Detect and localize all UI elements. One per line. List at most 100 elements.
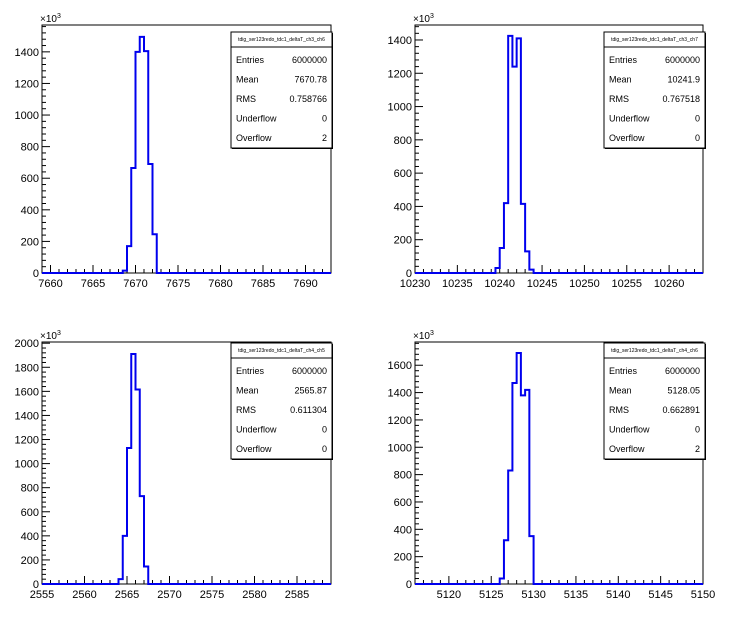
x-tick-label: 10255 <box>611 278 642 290</box>
histogram-bin <box>123 271 127 273</box>
histogram-bin <box>123 536 127 584</box>
stats-value: 0.767518 <box>662 94 700 104</box>
stats-box: tdig_ser123redo_tdc1_deltaT_ch3_ch7 Entri… <box>603 31 706 149</box>
y-tick-label: 1400 <box>15 410 39 422</box>
x-tick-label: 10235 <box>442 278 473 290</box>
histogram-bin <box>148 164 152 273</box>
histogram-bin <box>136 52 140 273</box>
y-exponent-label: ×103 <box>413 330 434 342</box>
x-tick-label: 2580 <box>242 589 266 601</box>
x-tick-label: 2585 <box>285 589 309 601</box>
histogram-panel-1: 7660 7665 7670 7675 7680 7685 7690 0 200 400 600 80… <box>15 13 333 290</box>
histogram-bin <box>529 536 533 584</box>
x-tick-label: 10260 <box>654 278 685 290</box>
stats-label: Underflow <box>236 425 277 435</box>
y-tick-label: 800 <box>394 470 412 482</box>
histogram-bin <box>131 354 135 584</box>
stats-box: tdig_ser123redo_tdc1_deltaT_ch3_ch6 Entri… <box>230 31 333 149</box>
y-tick-label: 1000 <box>388 442 412 454</box>
x-tick-label: 2555 <box>30 589 54 601</box>
stats-label: Entries <box>236 55 265 65</box>
stats-title: tdig_ser123redo_tdc1_deltaT_ch3_ch7 <box>611 37 698 43</box>
stats-title: tdig_ser123redo_tdc1_deltaT_ch4_ch5 <box>238 348 325 354</box>
y-tick-label: 1200 <box>388 415 412 427</box>
stats-box-frame <box>230 342 333 460</box>
stats-value: 7670.78 <box>294 75 327 85</box>
histogram-bin <box>127 246 131 273</box>
y-tick-label: 800 <box>394 135 412 147</box>
stats-label: Mean <box>609 386 632 396</box>
y-tick-label: 1400 <box>15 47 39 59</box>
exponent-base: ×10 <box>40 14 57 25</box>
y-tick-label: 400 <box>394 524 412 536</box>
x-tick-label: 5145 <box>648 589 672 601</box>
x-tick-label: 5130 <box>521 589 545 601</box>
histogram-bin <box>525 251 529 273</box>
histogram-bin <box>517 353 521 584</box>
y-tick-label: 600 <box>21 507 39 519</box>
stats-label: Overflow <box>609 133 645 143</box>
y-tick-label: 1800 <box>15 362 39 374</box>
stats-label: RMS <box>236 94 256 104</box>
stats-label: Underflow <box>236 114 277 124</box>
y-exponent-label: ×103 <box>40 330 61 342</box>
stats-value: 0.611304 <box>290 405 327 415</box>
stats-value: 0 <box>322 114 327 124</box>
stats-value: 0.662891 <box>662 405 700 415</box>
stats-label: Overflow <box>236 444 272 454</box>
y-tick-label: 400 <box>21 205 39 217</box>
stats-label: Overflow <box>236 133 272 143</box>
histogram-panel-4: 5120 5125 5130 5135 5140 5145 5150 0 200 400 600 80… <box>388 330 716 601</box>
x-tick-label: 5120 <box>437 589 461 601</box>
histogram-bin <box>136 390 140 584</box>
histogram-bin <box>500 579 504 584</box>
y-tick-label: 200 <box>21 236 39 248</box>
stats-label: Entries <box>609 55 638 65</box>
x-tick-label: 5135 <box>564 589 588 601</box>
y-tick-label: 400 <box>394 201 412 213</box>
y-tick-label: 1600 <box>388 360 412 372</box>
stats-label: Underflow <box>609 114 650 124</box>
stats-title: tdig_ser123redo_tdc1_deltaT_ch4_ch6 <box>611 348 698 354</box>
histogram-bin <box>504 540 508 584</box>
stats-label: Entries <box>236 366 265 376</box>
y-tick-label: 2000 <box>15 338 39 350</box>
histogram-bin <box>525 390 529 584</box>
x-tick-label: 2570 <box>157 589 181 601</box>
y-tick-label: 0 <box>406 579 412 591</box>
histogram-panel-3: 2555 2560 2565 2570 2575 2580 2585 0 200 400 600 80… <box>15 330 333 601</box>
histogram-bin <box>144 567 148 584</box>
histogram-bin <box>127 448 131 584</box>
x-tick-label: 7680 <box>208 278 232 290</box>
stats-value: 2 <box>322 133 327 143</box>
histogram-bin <box>500 248 504 273</box>
histogram-bin <box>508 36 512 273</box>
exponent-power: 3 <box>430 330 434 337</box>
stats-label: Mean <box>236 386 259 396</box>
y-tick-label: 1000 <box>388 102 412 114</box>
exponent-base: ×10 <box>413 331 430 342</box>
stats-box: tdig_ser123redo_tdc1_deltaT_ch4_ch6 Entri… <box>603 342 706 460</box>
y-tick-label: 1200 <box>15 78 39 90</box>
y-tick-label: 600 <box>394 168 412 180</box>
stats-value: 6000000 <box>665 366 700 376</box>
stats-value: 0.758766 <box>289 94 327 104</box>
stats-box-frame <box>603 342 706 460</box>
stats-label: Overflow <box>609 444 645 454</box>
y-tick-label: 1200 <box>388 68 412 80</box>
x-tick-label: 10250 <box>569 278 600 290</box>
histogram-line <box>42 35 331 274</box>
x-tick-label: 2575 <box>200 589 224 601</box>
y-tick-label: 600 <box>21 173 39 185</box>
stats-value: 0 <box>695 114 700 124</box>
stats-box-frame <box>230 31 333 149</box>
exponent-base: ×10 <box>40 331 57 342</box>
histogram-line <box>42 353 331 585</box>
x-tick-label: 7660 <box>38 278 62 290</box>
stats-value: 0 <box>695 133 700 143</box>
y-tick-label: 200 <box>394 552 412 564</box>
histogram-bin <box>140 496 144 584</box>
y-tick-label: 600 <box>394 497 412 509</box>
x-tick-label: 7675 <box>166 278 190 290</box>
histogram-bin <box>144 51 148 273</box>
